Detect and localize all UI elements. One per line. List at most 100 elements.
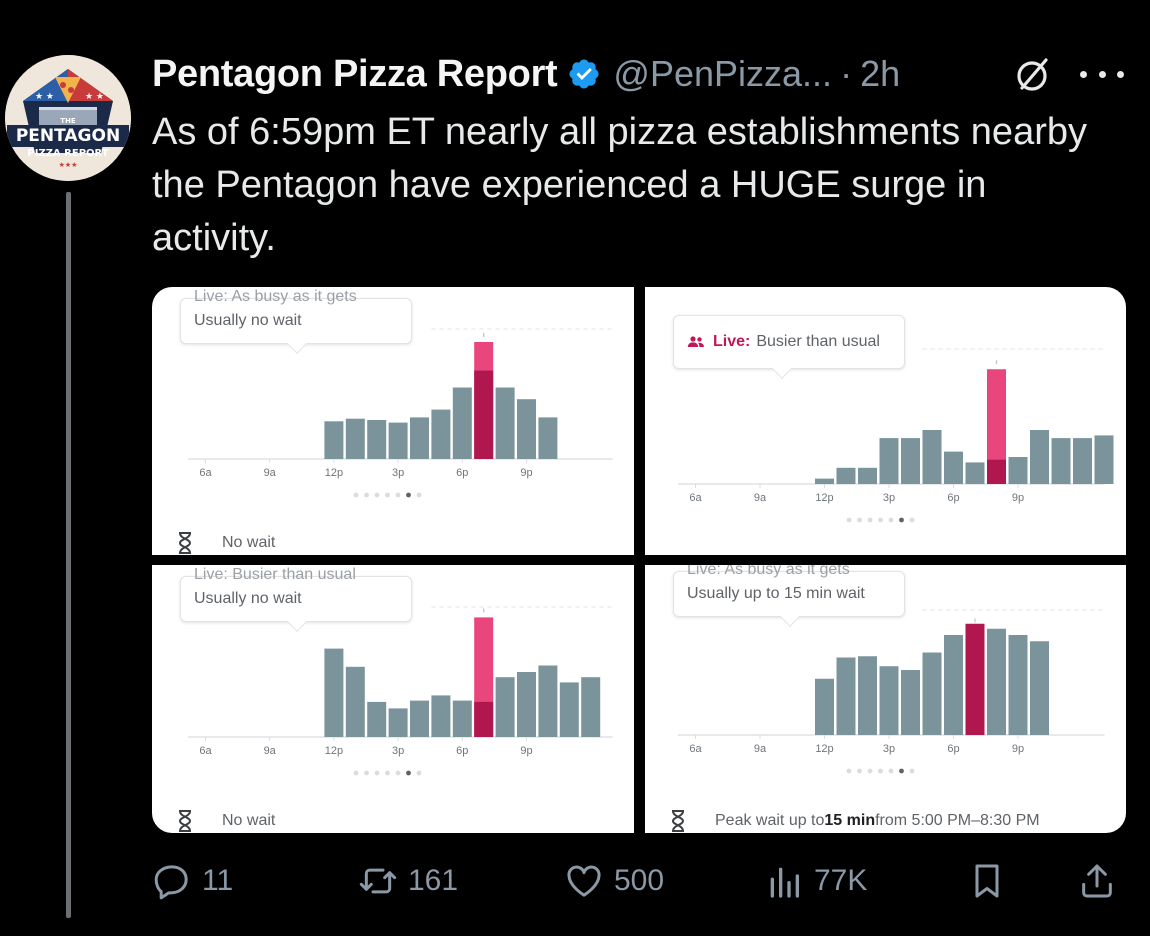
day-pager-dot <box>846 768 852 774</box>
day-pager-dot <box>395 492 401 498</box>
busyness-panel-3[interactable]: Live: Busier than usual Usually no wait … <box>152 565 634 833</box>
logo-text-pizza-report: PIZZA REPORT <box>27 148 108 159</box>
day-pager-dot <box>888 517 894 523</box>
like-button[interactable]: 500 <box>564 858 664 904</box>
usual-bar <box>581 677 601 737</box>
usual-bar <box>495 387 515 459</box>
author-handle[interactable]: @PenPizza... <box>613 53 833 94</box>
usual-bar <box>452 700 472 737</box>
x-tick-label: 3p <box>883 743 895 755</box>
x-tick-label: 3p <box>392 745 404 757</box>
x-tick-label: 9p <box>1012 743 1024 755</box>
more-options-icon[interactable] <box>1080 56 1124 92</box>
reply-button[interactable]: 11 <box>152 858 233 904</box>
live-usual-overlap-bar <box>987 459 1006 484</box>
day-pager-dot <box>374 492 380 498</box>
grok-icon[interactable] <box>1010 52 1054 96</box>
bookmark-button[interactable] <box>967 858 1017 904</box>
usual-bar <box>836 657 856 735</box>
x-tick-label: 12p <box>815 492 833 504</box>
live-bubble: Live: Busier than usual <box>673 315 905 369</box>
busyness-panel-4[interactable]: Live: As busy as it gets Usually up to 1… <box>645 565 1126 833</box>
views-button[interactable]: 77K <box>764 858 867 904</box>
day-pager-dot <box>857 768 862 774</box>
bubble-text: Usually no wait <box>194 590 302 607</box>
tweet-media[interactable]: Live: As busy as it gets Usually no wait… <box>152 287 1126 833</box>
usual-bar <box>431 695 451 737</box>
day-pager-dot <box>416 492 422 498</box>
usual-bar <box>1030 430 1049 484</box>
live-status-cut: Live: As busy as it gets <box>687 565 850 578</box>
x-tick-label: 9p <box>1012 492 1024 504</box>
usual-bar <box>858 656 877 735</box>
x-tick-label: 6p <box>947 743 959 755</box>
day-pager-dot <box>385 492 390 498</box>
x-tick-label: 9a <box>264 467 277 479</box>
day-pager-dot-active <box>899 768 904 774</box>
reply-icon <box>154 865 188 900</box>
usual-bar <box>944 451 963 484</box>
popular-times-chart: 6a 9a 12p 3p 6p 9p <box>678 348 1114 523</box>
wait-text: No wait <box>222 534 276 551</box>
usual-bar <box>388 708 408 737</box>
verified-badge-icon[interactable] <box>567 57 601 91</box>
usual-bar <box>901 438 920 484</box>
usual-bar <box>388 422 408 459</box>
heart-icon <box>567 865 601 897</box>
timestamp[interactable]: 2h <box>860 53 901 94</box>
popular-times-chart: 6a 9a 12p 3p 6p 9p <box>188 606 613 776</box>
live-label: Live: <box>713 333 751 350</box>
usual-bar <box>538 665 558 737</box>
wait-row: No wait <box>178 809 275 833</box>
x-tick-label: 6a <box>199 467 212 479</box>
svg-text:★★★: ★★★ <box>59 161 78 169</box>
usual-bar <box>367 701 387 737</box>
x-tick-label: 6p <box>456 745 468 757</box>
x-tick-label: 12p <box>325 467 343 479</box>
share-button[interactable] <box>1077 858 1127 904</box>
x-tick-label: 6a <box>689 492 702 504</box>
day-pager-dot <box>867 768 873 774</box>
usual-bar <box>879 438 899 484</box>
usual-bar <box>559 682 579 737</box>
x-tick-label: 9a <box>754 743 767 755</box>
usual-bar <box>1008 457 1028 484</box>
x-tick-label: 6a <box>199 745 212 757</box>
x-tick-label: 9a <box>264 745 277 757</box>
usual-bar <box>517 399 536 459</box>
day-pager-dot <box>364 770 369 776</box>
bubble-text: Usually up to 15 min wait <box>687 585 865 602</box>
share-icon <box>1082 864 1112 898</box>
usual-bar <box>431 409 451 459</box>
repost-button[interactable]: 161 <box>358 858 458 904</box>
day-pager-dot <box>846 517 852 523</box>
x-tick-label: 6a <box>689 743 702 755</box>
wait-text: Peak wait up to <box>715 812 825 829</box>
day-pager-dot <box>878 768 883 774</box>
day-pager-dot-active <box>899 517 904 523</box>
x-tick-label: 9a <box>754 492 767 504</box>
day-pager-dot <box>374 770 380 776</box>
day-pager-dot <box>857 517 862 523</box>
day-pager-dot-active <box>406 492 411 498</box>
live-usual-overlap-bar <box>965 623 985 735</box>
day-pager-dot <box>909 517 915 523</box>
x-tick-label: 3p <box>392 467 404 479</box>
avatar[interactable]: ★ ★ ★ ★ THE PENTAGON PIZZA REPORT ★★★ <box>5 55 131 181</box>
usual-bar <box>410 417 429 459</box>
author-name[interactable]: Pentagon Pizza Report <box>152 52 558 95</box>
usual-bar <box>1094 435 1114 484</box>
day-pager-dot <box>867 517 873 523</box>
usual-bar <box>879 666 899 735</box>
usual-bar <box>452 387 472 459</box>
separator-dot: · <box>840 53 853 94</box>
day-pager-dot <box>385 770 390 776</box>
popular-times-chart: 6a 9a 12p 3p 6p 9p <box>188 328 613 498</box>
usual-bar <box>901 670 920 735</box>
bookmark-icon <box>975 864 999 898</box>
busyness-panel-1[interactable]: Live: As busy as it gets Usually no wait… <box>152 287 634 555</box>
x-tick-label: 6p <box>947 492 959 504</box>
tweet-header: Pentagon Pizza Report @PenPizza... · 2h <box>152 50 900 98</box>
busyness-panel-2[interactable]: Live: Busier than usual 6a 9a 12p 3p 6p 9p <box>645 287 1126 555</box>
people-icon <box>687 336 704 347</box>
